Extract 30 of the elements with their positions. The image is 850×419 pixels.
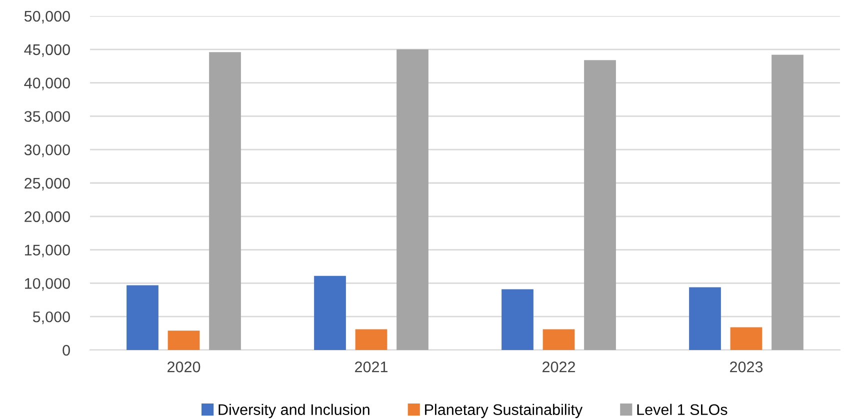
x-tick-label: 2021: [355, 362, 388, 372]
y-tick-label: 0: [62, 344, 70, 356]
y-tick-label: 20,000: [24, 211, 70, 224]
y-tick-label: 35,000: [24, 111, 70, 124]
y-tick-label: 10,000: [24, 278, 70, 291]
x-tick-label: 2023: [730, 362, 763, 372]
bar: [355, 329, 388, 350]
bar: [502, 289, 534, 350]
bar: [209, 52, 241, 350]
x-tick-label: 2022: [542, 362, 575, 372]
bar: [689, 287, 721, 350]
bar: [126, 285, 158, 350]
y-tick-label: 15,000: [24, 244, 70, 258]
y-tick-label: 50,000: [24, 10, 70, 24]
bar: [542, 329, 575, 350]
y-tick-label: 45,000: [24, 44, 70, 57]
bar: [584, 60, 616, 350]
legend-label: Planetary Sustainability: [425, 404, 583, 418]
bar: [314, 276, 346, 350]
y-tick-label: 30,000: [24, 144, 70, 158]
bar: [772, 54, 804, 350]
x-tick-label: 2020: [168, 362, 200, 372]
bar: [168, 330, 200, 350]
bar: [730, 327, 762, 350]
legend-label: Level 1 SLOs: [637, 404, 728, 416]
bar: [396, 49, 428, 350]
y-tick-label: 40,000: [24, 78, 70, 90]
legend-label: Diversity and Inclusion: [218, 404, 370, 418]
y-tick-label: 25,000: [24, 178, 70, 190]
y-tick-label: 5,000: [32, 311, 70, 324]
